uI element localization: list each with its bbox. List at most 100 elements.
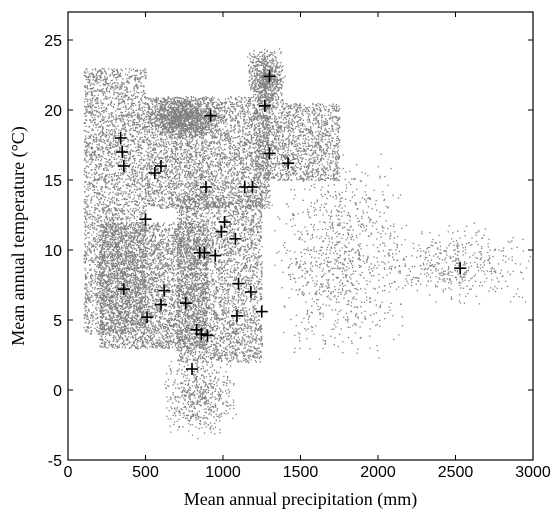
data-point [86,86,88,88]
data-point [83,75,85,77]
data-point [134,300,136,303]
data-point [142,317,144,319]
data-point [89,259,92,261]
data-point [200,231,202,233]
data-point [131,103,133,105]
data-point [136,116,138,118]
data-point [110,316,112,318]
data-point [122,273,124,275]
data-point [100,325,103,327]
data-point [106,324,108,326]
data-point [106,339,109,342]
data-point [126,119,128,121]
data-point [83,141,86,143]
data-point [114,152,116,154]
data-point [198,284,200,286]
data-point [126,266,128,268]
data-point [100,155,103,157]
data-point [96,301,98,304]
data-point [112,267,115,270]
data-point [98,245,100,248]
data-point [120,102,122,104]
data-point [84,75,87,77]
data-point [139,193,141,195]
data-point [127,183,129,185]
data-point [88,213,91,215]
data-point [113,253,115,256]
data-point [132,323,134,325]
data-point [140,326,142,328]
data-point [117,95,119,97]
data-point [134,183,136,186]
data-point [129,133,131,135]
data-point [126,217,128,219]
data-point [132,165,134,167]
data-point [101,272,103,274]
data-point [130,262,132,264]
data-point [128,260,131,262]
data-point [192,222,195,225]
data-point [114,272,116,275]
data-point [164,249,166,251]
data-point [103,153,105,155]
data-point [99,193,101,195]
data-point [140,224,142,226]
data-point [96,293,98,295]
data-point [151,311,153,314]
data-point [112,71,114,73]
data-point [202,245,205,248]
data-point [202,344,204,346]
data-point [186,331,188,333]
data-point [204,300,206,302]
data-point [144,141,146,143]
data-point [108,283,110,285]
data-point [141,296,144,298]
data-point [120,240,122,243]
data-point [139,125,141,127]
data-point [143,90,145,92]
data-point [104,70,106,73]
data-point [89,98,91,100]
data-point [122,114,125,116]
data-point [117,224,119,226]
data-point [110,311,112,313]
data-point [107,326,110,328]
data-point [83,170,86,172]
data-point [195,294,197,297]
data-point [83,326,85,329]
data-point [109,316,111,318]
data-point [184,241,186,243]
data-point [115,304,118,306]
data-point [128,116,130,119]
data-point [87,327,89,329]
data-point [96,303,98,306]
data-point [143,70,145,73]
data-point [151,331,153,333]
data-point [149,283,152,285]
data-point [136,124,138,126]
data-point [94,241,96,243]
data-point [154,257,156,259]
data-point [128,113,131,115]
data-point [115,116,117,118]
data-point [118,73,120,76]
data-point [96,326,98,328]
data-point [131,248,134,250]
data-point [141,293,143,295]
data-point [142,256,144,258]
data-point [137,260,139,262]
data-point [201,286,203,288]
data-point [126,88,128,90]
data-point [143,257,145,259]
data-point [158,244,161,247]
data-point [102,172,104,175]
data-point [122,261,124,263]
data-point [105,161,107,163]
data-point [139,72,142,74]
data-point [109,158,111,160]
data-point [121,296,123,298]
data-point [116,253,118,256]
data-point [115,140,117,142]
data-point [98,165,101,167]
data-point [143,72,146,74]
